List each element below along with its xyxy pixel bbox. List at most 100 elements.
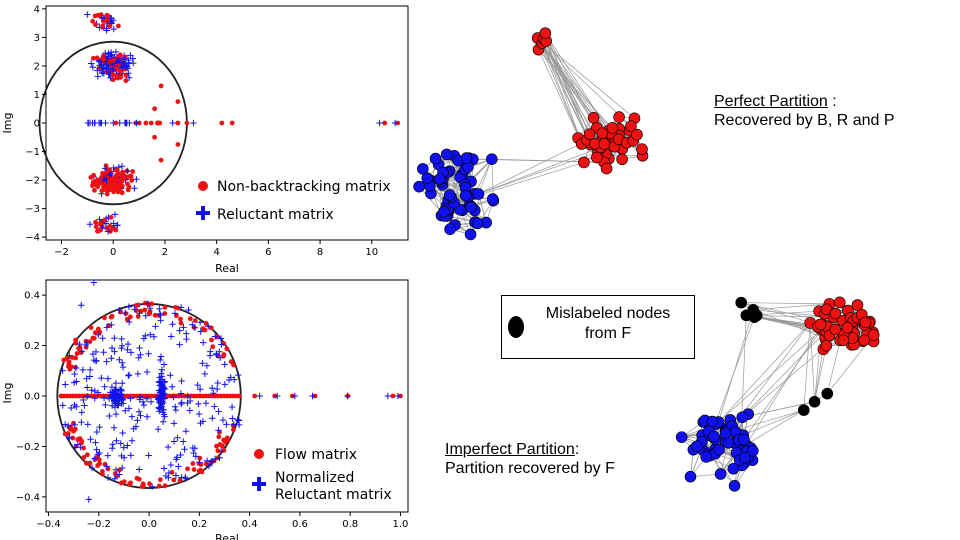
graph-node — [421, 172, 434, 185]
blue-point — [116, 396, 124, 403]
red-point — [192, 318, 198, 324]
red-point — [147, 481, 152, 487]
graph-edge — [718, 329, 822, 423]
blue-point — [59, 367, 66, 374]
graph-node — [616, 153, 628, 166]
x-tick-label: 6 — [265, 247, 271, 258]
red-point — [94, 55, 100, 61]
red-point — [129, 178, 135, 183]
x-tick-label: 0.0 — [141, 519, 157, 530]
red-point — [119, 190, 125, 196]
red-point — [197, 455, 203, 461]
blue-point — [202, 400, 210, 407]
red-point — [162, 304, 168, 310]
graph-node — [459, 189, 472, 202]
imperfect-partition-heading: Imperfect Partition: — [445, 440, 655, 459]
red-point — [106, 323, 112, 328]
red-point — [178, 316, 183, 322]
blue-point — [171, 310, 179, 317]
blue-point — [170, 393, 177, 401]
blue-point — [215, 408, 222, 415]
blue-point — [171, 403, 179, 410]
blue-point — [111, 211, 119, 218]
blue-point — [116, 306, 123, 314]
graph-node — [429, 152, 442, 165]
x-tick-label: −0.2 — [87, 519, 111, 530]
blue-point — [96, 62, 103, 69]
blue-point — [181, 446, 188, 453]
red-point — [224, 435, 230, 441]
blue-point — [211, 403, 218, 410]
blue-point — [177, 390, 185, 397]
blue-point — [111, 475, 119, 482]
graph-node — [444, 223, 456, 235]
graph-edge — [544, 33, 590, 143]
blue-point — [100, 394, 108, 402]
legend-label-flow: Flow matrix — [275, 447, 357, 463]
legend-marker-flow — [254, 449, 264, 459]
eigenvalue-points — [84, 11, 401, 235]
y-tick-label: 3 — [34, 33, 40, 44]
graph-edge — [537, 37, 620, 140]
blue-point — [96, 423, 103, 431]
y-tick-label: −0.2 — [16, 442, 40, 453]
blue-point — [183, 335, 190, 343]
blue-point — [103, 25, 110, 32]
red-point — [100, 171, 105, 176]
red-point — [187, 316, 193, 322]
blue-point — [119, 380, 126, 387]
black-node-marker — [508, 316, 524, 338]
blue-point — [118, 359, 126, 366]
spectrum-plot-top: −2 0 2 4 6 8 10 −4 −3 −2 −1 0 1 2 3 4 Real Img Non-back… — [1, 4, 409, 274]
blue-point — [169, 321, 176, 328]
blue-point — [112, 466, 120, 473]
imperfect-partition-title: Imperfect Partition — [445, 441, 575, 458]
blue-point — [78, 419, 85, 426]
graph-edge — [742, 401, 815, 418]
graph-node — [859, 316, 872, 329]
blue-point — [205, 462, 213, 470]
red-point — [190, 461, 196, 466]
red-point — [142, 307, 148, 313]
red-point — [117, 182, 123, 188]
blue-point — [136, 466, 143, 473]
graph-edge — [538, 49, 583, 145]
blue-point — [86, 221, 94, 228]
blue-point — [72, 364, 80, 372]
red-point — [158, 157, 164, 163]
red-point — [93, 22, 98, 28]
red-point — [107, 223, 113, 229]
blue-point — [159, 406, 167, 414]
blue-point — [111, 404, 119, 411]
red-point — [104, 191, 110, 197]
blue-point — [89, 64, 97, 71]
x-tick-label: 0.8 — [342, 519, 358, 530]
red-point — [99, 188, 105, 194]
blue-point — [111, 348, 118, 355]
blue-point — [77, 444, 84, 451]
red-point — [100, 23, 106, 29]
red-point — [73, 355, 78, 361]
blue-point — [120, 444, 128, 451]
blue-point — [203, 457, 211, 464]
blue-point — [162, 472, 170, 480]
blue-point — [96, 449, 103, 457]
blue-point — [83, 339, 91, 347]
eigenvalue-points — [58, 279, 403, 503]
graph-node — [738, 451, 751, 464]
blue-point — [147, 331, 154, 338]
blue-point — [91, 387, 99, 395]
blue-point — [125, 371, 133, 379]
blue-point — [134, 417, 141, 424]
blue-point — [106, 172, 113, 179]
graph-edge — [745, 325, 822, 445]
red-point — [88, 325, 94, 331]
graph-node — [600, 162, 613, 175]
blue-point — [214, 379, 221, 387]
blue-point — [108, 344, 116, 352]
red-point — [116, 23, 121, 29]
blue-point — [118, 464, 126, 472]
blue-point — [156, 305, 163, 313]
spectrum-plot-bottom: −0.4 −0.2 0.0 0.2 0.4 0.6 0.8 1.0 −0.4 −0.2 0.0 0.2… — [1, 279, 409, 540]
blue-point — [137, 412, 144, 419]
